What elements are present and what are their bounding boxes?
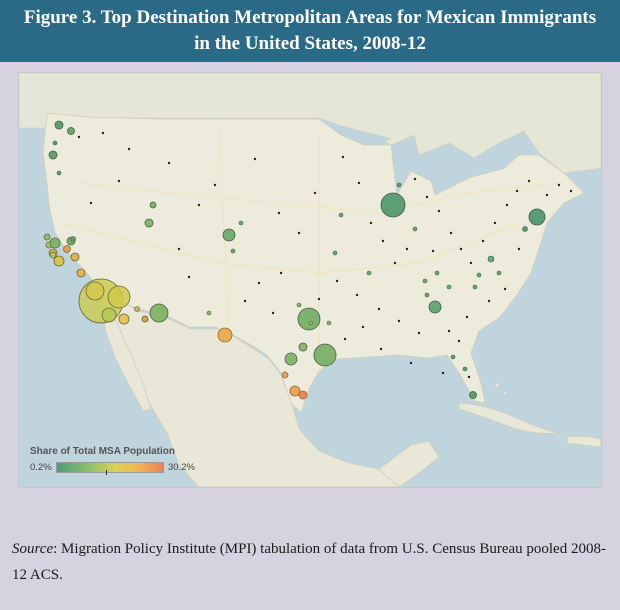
msa-bubble[interactable]: [338, 212, 344, 218]
msa-bubble[interactable]: [222, 228, 236, 242]
source-note: Source: Migration Policy Institute (MPI)…: [12, 536, 612, 588]
msa-bubble[interactable]: [469, 391, 477, 399]
msa-bubble[interactable]: [217, 327, 233, 343]
msa-bubble[interactable]: [107, 285, 131, 309]
msa-bubble[interactable]: [54, 120, 64, 130]
baja-california: [102, 300, 152, 412]
msa-bubble[interactable]: [76, 268, 86, 278]
msa-dots: [77, 131, 573, 379]
msa-bubble[interactable]: [118, 313, 130, 325]
msa-bubble[interactable]: [141, 315, 149, 323]
msa-bubble[interactable]: [49, 251, 57, 259]
msa-bubble[interactable]: [149, 303, 169, 323]
msa-bubbles: [43, 120, 546, 400]
msa-bubble[interactable]: [424, 292, 430, 298]
lake-erie: [429, 177, 471, 195]
msa-bubble[interactable]: [496, 270, 502, 276]
msa-bubble[interactable]: [144, 218, 154, 228]
msa-bubble[interactable]: [450, 354, 456, 360]
msa-bubble[interactable]: [326, 320, 332, 326]
united-states: [42, 112, 585, 414]
msa-bubble[interactable]: [298, 390, 308, 400]
msa-bubble[interactable]: [422, 278, 428, 284]
us-map[interactable]: [19, 73, 601, 487]
legend-max-label: 30.2%: [168, 462, 195, 473]
bahamas: [503, 391, 507, 395]
msa-bubble[interactable]: [396, 182, 402, 188]
bahamas: [494, 382, 500, 388]
hispaniola: [566, 435, 601, 448]
msa-bubble[interactable]: [528, 208, 546, 226]
msa-bubble[interactable]: [298, 342, 308, 352]
msa-bubble[interactable]: [281, 371, 289, 379]
msa-bubble[interactable]: [332, 250, 338, 256]
map-panel: [18, 72, 602, 488]
msa-bubble[interactable]: [67, 127, 75, 135]
msa-bubble[interactable]: [380, 192, 406, 218]
msa-bubble[interactable]: [366, 270, 372, 276]
highway: [218, 122, 230, 334]
figure-title: Figure 3. Top Destination Metropolitan A…: [23, 7, 597, 54]
msa-bubble[interactable]: [476, 272, 482, 278]
msa-bubble[interactable]: [101, 307, 117, 323]
legend-title: Share of Total MSA Population: [30, 446, 175, 457]
msa-bubble[interactable]: [230, 248, 236, 254]
msa-bubble[interactable]: [297, 307, 321, 331]
msa-bubble[interactable]: [52, 140, 58, 146]
msa-bubble[interactable]: [428, 300, 442, 314]
msa-bubble[interactable]: [53, 255, 65, 267]
msa-bubble[interactable]: [296, 302, 302, 308]
msa-bubble[interactable]: [284, 352, 298, 366]
msa-bubble[interactable]: [472, 284, 478, 290]
msa-bubble[interactable]: [134, 306, 140, 312]
msa-bubble[interactable]: [446, 284, 452, 290]
yucatan: [378, 440, 440, 487]
highway: [78, 182, 560, 214]
msa-bubble[interactable]: [70, 252, 80, 262]
msa-bubble[interactable]: [412, 226, 418, 232]
msa-bubble[interactable]: [434, 270, 440, 276]
msa-bubble[interactable]: [462, 366, 468, 372]
msa-bubble[interactable]: [206, 310, 212, 316]
msa-bubble[interactable]: [70, 236, 76, 242]
msa-bubble[interactable]: [56, 170, 62, 176]
msa-bubble[interactable]: [149, 201, 157, 209]
source-text: : Migration Policy Institute (MPI) tabul…: [12, 541, 606, 583]
msa-bubble[interactable]: [522, 226, 528, 232]
msa-bubble[interactable]: [48, 150, 58, 160]
msa-bubble[interactable]: [313, 343, 337, 367]
msa-bubble[interactable]: [49, 237, 61, 249]
legend-tick: [106, 470, 107, 475]
source-label: Source: [12, 541, 54, 557]
legend-color-ramp: [56, 462, 164, 473]
figure-title-bar: Figure 3. Top Destination Metropolitan A…: [0, 0, 620, 62]
msa-bubble[interactable]: [85, 281, 105, 301]
msa-bubble[interactable]: [63, 245, 71, 253]
lake-huron: [411, 155, 431, 181]
msa-bubble[interactable]: [238, 220, 244, 226]
cuba: [458, 402, 560, 434]
msa-bubble[interactable]: [289, 385, 301, 397]
color-legend: Share of Total MSA Population 0.2% 30.2%: [30, 446, 210, 478]
msa-bubble[interactable]: [308, 320, 314, 326]
msa-bubble[interactable]: [43, 233, 51, 241]
msa-bubble[interactable]: [487, 255, 495, 263]
legend-min-label: 0.2%: [30, 462, 52, 473]
highway: [58, 222, 520, 274]
